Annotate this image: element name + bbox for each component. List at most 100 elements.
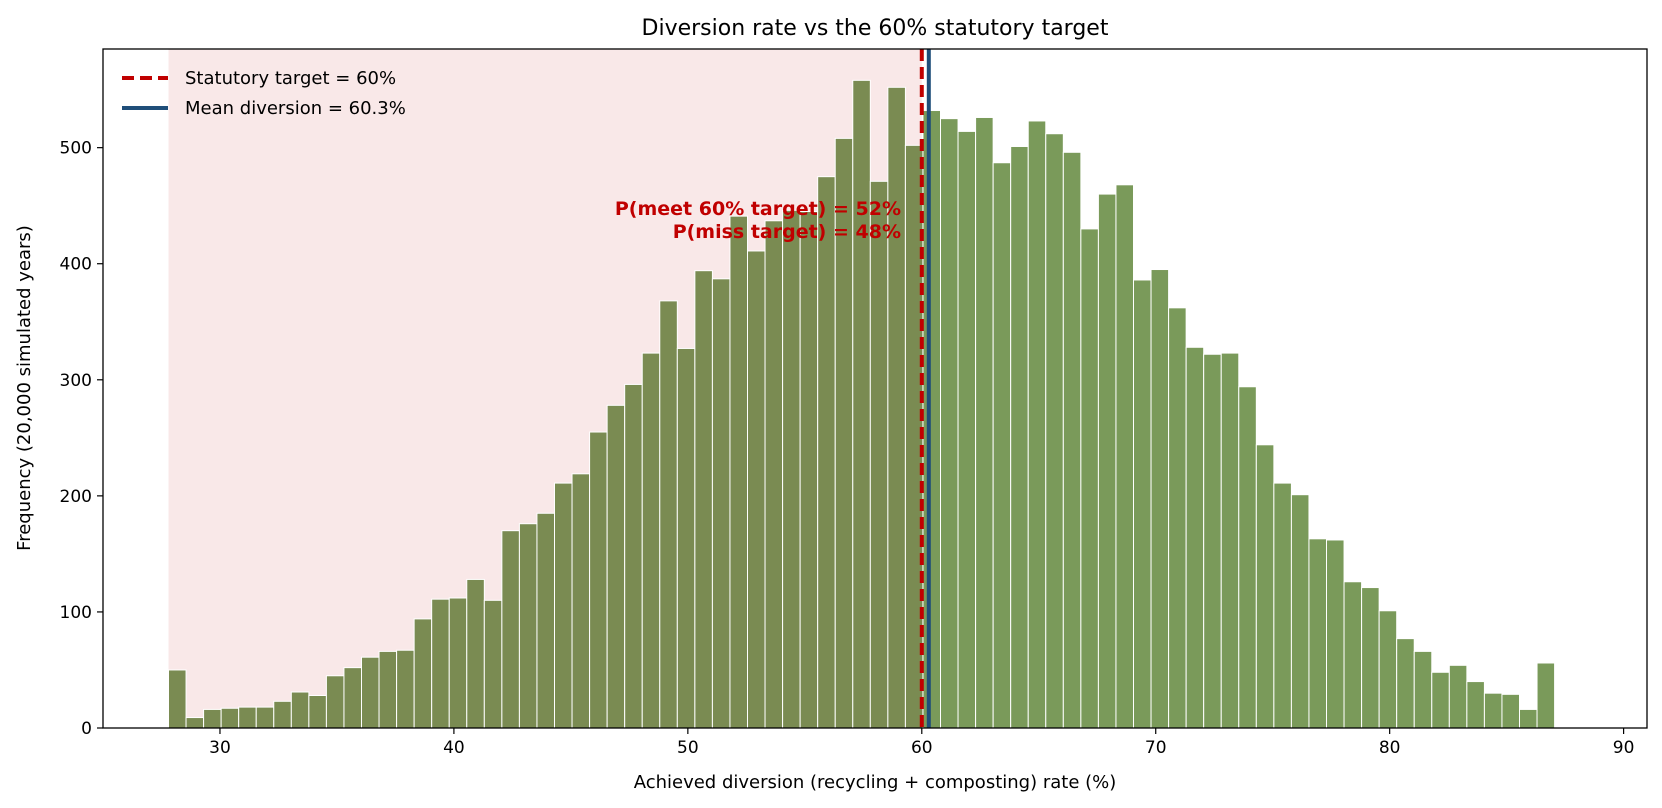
x-tick-label: 30 bbox=[209, 738, 231, 758]
histogram-bar bbox=[168, 669, 187, 729]
x-tick-label: 90 bbox=[1613, 738, 1635, 758]
annotation-meet-probability: P(meet 60% target) = 52% bbox=[615, 198, 901, 220]
histogram-bar bbox=[1343, 581, 1363, 729]
histogram-bar bbox=[764, 220, 784, 729]
x-tick-label: 40 bbox=[443, 738, 465, 758]
x-axis-title: Achieved diversion (recycling + composti… bbox=[634, 772, 1117, 793]
histogram-bar bbox=[1185, 346, 1205, 729]
histogram-bar bbox=[273, 700, 292, 729]
histogram-bar bbox=[220, 707, 240, 729]
histogram-bar bbox=[1150, 269, 1170, 729]
x-tick-label: 60 bbox=[911, 738, 933, 758]
histogram-bar bbox=[624, 383, 643, 729]
x-tick-label: 50 bbox=[677, 738, 699, 758]
histogram-bar bbox=[185, 717, 205, 729]
histogram-bar bbox=[483, 599, 503, 729]
histogram-bar bbox=[1326, 539, 1345, 729]
histogram-bar bbox=[1378, 610, 1398, 729]
histogram-bar bbox=[431, 598, 450, 729]
histogram-bar bbox=[325, 675, 345, 729]
annotation-miss-probability: P(miss target) = 48% bbox=[673, 221, 901, 243]
y-tick-label: 0 bbox=[81, 719, 92, 739]
histogram-bar bbox=[308, 695, 327, 729]
histogram-bar bbox=[1519, 708, 1538, 729]
histogram-bar bbox=[747, 250, 766, 729]
histogram-bar bbox=[1238, 386, 1257, 729]
histogram-bar bbox=[1062, 151, 1082, 729]
histogram-bar bbox=[852, 79, 871, 729]
histogram-bar bbox=[940, 118, 959, 729]
legend-mean-label: Mean diversion = 60.3% bbox=[185, 98, 406, 119]
histogram-bar bbox=[817, 176, 836, 729]
histogram-bar bbox=[554, 482, 573, 729]
plot-frame bbox=[102, 48, 1648, 729]
histogram-bar bbox=[1080, 228, 1099, 729]
histogram-bar bbox=[1483, 692, 1503, 729]
x-tick-label: 80 bbox=[1379, 738, 1401, 758]
histogram-bar bbox=[957, 130, 977, 729]
histogram-bar bbox=[1290, 494, 1310, 729]
histogram-bar bbox=[887, 86, 906, 729]
histogram-bar bbox=[1168, 307, 1187, 729]
y-tick-label: 100 bbox=[60, 603, 92, 623]
histogram-bar bbox=[992, 162, 1012, 729]
histogram-bar bbox=[536, 512, 556, 729]
chart-title: Diversion rate vs the 60% statutory targ… bbox=[642, 16, 1109, 41]
y-tick-label: 200 bbox=[60, 487, 92, 507]
histogram-bar bbox=[1413, 650, 1433, 729]
histogram-bar bbox=[922, 110, 942, 729]
histogram-bar bbox=[1536, 662, 1556, 729]
legend: Statutory target = 60% Mean diversion = … bbox=[122, 68, 406, 119]
histogram-bar bbox=[1501, 693, 1521, 729]
histogram-bar bbox=[361, 656, 380, 729]
legend-target-label: Statutory target = 60% bbox=[185, 68, 396, 89]
histogram-bar bbox=[1133, 279, 1152, 729]
histogram-bar bbox=[448, 597, 468, 729]
histogram-bar bbox=[659, 300, 678, 729]
histogram-bar bbox=[1255, 444, 1275, 729]
histogram-bar bbox=[1396, 638, 1415, 729]
histogram-bar bbox=[1220, 352, 1240, 729]
histogram-bar bbox=[782, 209, 801, 729]
histogram-bar bbox=[711, 278, 731, 729]
histogram-bar bbox=[1273, 482, 1292, 729]
histogram-bar bbox=[413, 618, 433, 729]
histogram-bar bbox=[641, 352, 661, 729]
histogram-bar bbox=[729, 215, 749, 729]
histogram-bar bbox=[1045, 133, 1064, 729]
histogram-bar bbox=[589, 431, 608, 729]
y-axis-title: Frequency (20,000 simulated years) bbox=[14, 225, 35, 551]
histogram-bar bbox=[1431, 671, 1450, 729]
histogram-bar bbox=[501, 530, 520, 729]
histogram-bar bbox=[975, 116, 994, 729]
histogram-bar bbox=[571, 473, 591, 729]
histogram-bar bbox=[238, 706, 257, 729]
histogram-bar bbox=[1466, 681, 1485, 729]
histogram-bar bbox=[694, 270, 713, 729]
histogram-bar bbox=[1010, 145, 1029, 729]
histogram-bar bbox=[343, 667, 363, 729]
histogram-bar bbox=[869, 180, 889, 729]
histogram-bar bbox=[1097, 193, 1117, 729]
histogram-bar bbox=[799, 210, 819, 729]
histogram-bar bbox=[396, 649, 415, 729]
histogram-bar bbox=[255, 706, 275, 729]
histogram-bar bbox=[466, 578, 485, 729]
x-tick-label: 70 bbox=[1145, 738, 1167, 758]
y-tick-label: 400 bbox=[60, 255, 92, 275]
y-tick-label: 300 bbox=[60, 371, 92, 391]
histogram-bar bbox=[1448, 664, 1468, 729]
histogram-bar bbox=[676, 347, 696, 729]
histogram-bar bbox=[1361, 587, 1380, 729]
histogram-bar bbox=[378, 650, 398, 729]
histogram-bar bbox=[1308, 538, 1328, 729]
histogram-bar bbox=[1203, 353, 1222, 729]
histogram-bar bbox=[203, 708, 222, 729]
histogram-bar bbox=[290, 691, 310, 729]
histogram-bar bbox=[606, 404, 626, 729]
y-tick-label: 500 bbox=[60, 139, 92, 159]
histogram-bar bbox=[1115, 184, 1135, 729]
histogram-bar bbox=[518, 523, 538, 729]
histogram-bar bbox=[1027, 120, 1047, 729]
